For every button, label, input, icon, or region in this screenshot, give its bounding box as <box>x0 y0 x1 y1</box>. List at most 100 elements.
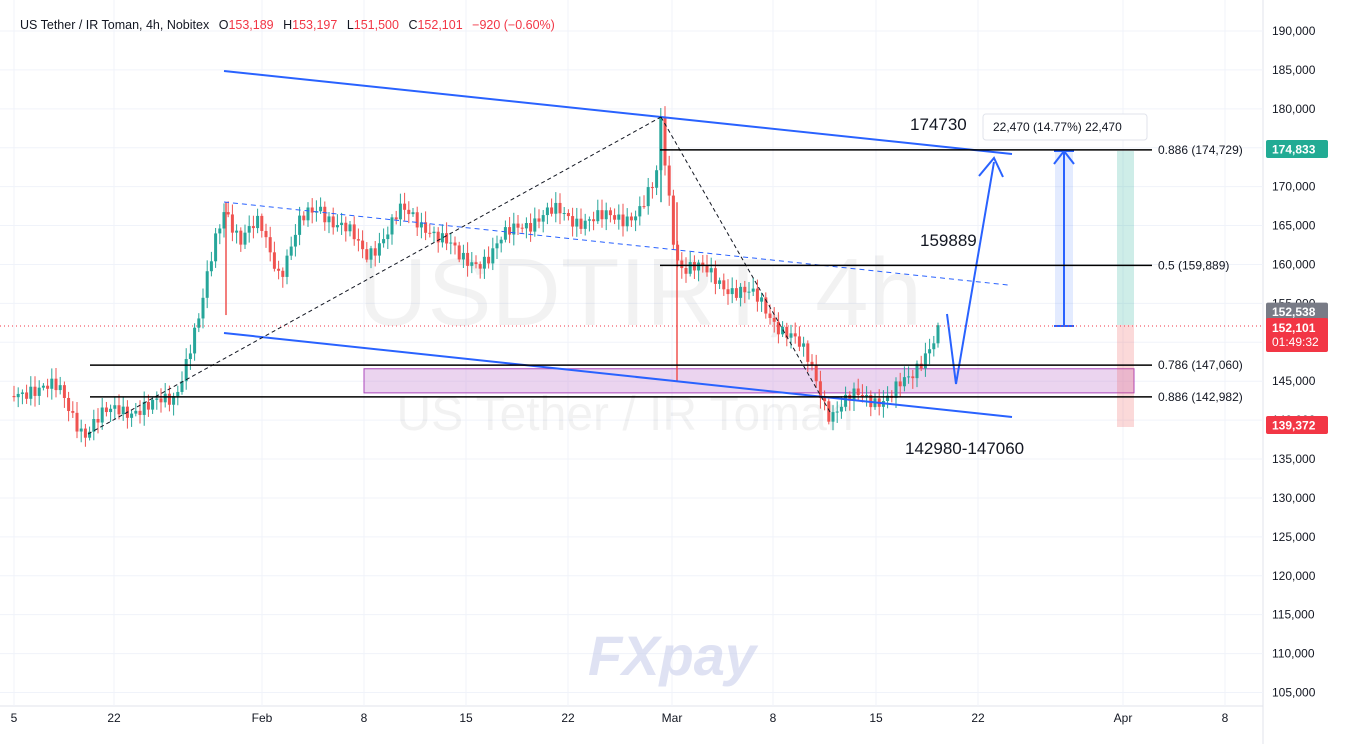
candle-body <box>596 210 600 222</box>
time-tick-label: 5 <box>11 711 18 725</box>
candle-body <box>478 264 482 269</box>
grid <box>0 0 1263 706</box>
candle-body <box>491 248 495 264</box>
candle-body <box>911 376 915 379</box>
candle-body <box>688 262 692 274</box>
symbol-title[interactable]: US Tether / IR Toman, 4h, Nobitex <box>20 18 210 32</box>
candle-body <box>844 394 848 407</box>
candle-body <box>440 233 444 243</box>
candle-body <box>256 215 260 229</box>
candle-body <box>239 230 243 245</box>
price-tick-label: 180,000 <box>1272 102 1316 116</box>
candle-body <box>755 288 759 302</box>
candle-body <box>764 297 768 314</box>
candle-body <box>340 222 344 226</box>
watermark: USDTIRT, 4h US Tether / IR Toman FXpay <box>358 239 922 687</box>
upper-channel-line <box>223 70 1013 155</box>
candle-body <box>554 202 558 214</box>
candle-body <box>592 219 596 222</box>
candle-body <box>583 220 587 229</box>
candle-body <box>188 353 192 360</box>
candle-body <box>167 393 171 405</box>
candle-body <box>407 209 411 215</box>
close-value: 152,101 <box>417 18 463 32</box>
candle-body <box>487 256 491 264</box>
candle-body <box>810 361 814 366</box>
candle-body <box>613 215 617 220</box>
change-value: −920 (−0.60%) <box>472 18 555 32</box>
candle-body <box>495 243 499 249</box>
candle-body <box>310 207 314 213</box>
time-tick-label: 15 <box>459 711 473 725</box>
candle-body <box>424 222 428 233</box>
candle-body <box>142 401 146 415</box>
candle-body <box>692 262 696 271</box>
candle-body <box>575 218 579 227</box>
price-tick-label: 105,000 <box>1272 686 1316 700</box>
candle-body <box>319 206 323 212</box>
projection-arrow <box>946 161 995 385</box>
candle-body <box>932 343 936 350</box>
candle-body <box>306 207 310 221</box>
time-tick-label: Feb <box>252 711 273 725</box>
fxpay-logo: FXpay <box>588 624 759 687</box>
mid-annotation: 159889 <box>920 231 977 250</box>
candle-body <box>537 218 541 222</box>
candle-body <box>936 325 940 344</box>
time-tick-label: Mar <box>662 711 683 725</box>
time-tick-label: 22 <box>107 711 121 725</box>
price-tick-label: 125,000 <box>1272 530 1316 544</box>
candle-body <box>176 391 180 397</box>
candle-body <box>713 268 717 284</box>
candle-body <box>646 187 650 207</box>
candle-body <box>33 386 37 396</box>
candle-body <box>839 406 843 412</box>
fib-label: 0.786 (147,060) <box>1158 358 1243 372</box>
candle-body <box>382 239 386 244</box>
candle-body <box>667 165 671 196</box>
candle-body <box>281 270 285 277</box>
price-tick-label: 120,000 <box>1272 569 1316 583</box>
candle-body <box>718 280 722 284</box>
candle-body <box>797 336 801 347</box>
price-axis[interactable]: 190,000185,000180,000175,000170,000165,0… <box>1272 24 1316 700</box>
candle-body <box>344 222 348 232</box>
price-tick-label: 135,000 <box>1272 452 1316 466</box>
time-axis[interactable]: 5 22 Feb 8 15 22 Mar 8 15 22 Apr 8 <box>11 711 1229 725</box>
candle-body <box>638 206 642 217</box>
candle-body <box>524 223 528 229</box>
candle-body <box>705 265 709 273</box>
candle-body <box>46 385 50 389</box>
candle-body <box>566 212 570 217</box>
candle-body <box>722 280 726 290</box>
candle-body <box>734 288 738 298</box>
candle-body <box>806 343 810 362</box>
fib-label: 0.886 (142,982) <box>1158 390 1243 404</box>
measure-arrowhead <box>1053 149 1075 165</box>
candle-body <box>260 215 264 231</box>
candle-body <box>394 217 398 220</box>
time-tick-label: 8 <box>361 711 368 725</box>
ohlc-header: US Tether / IR Toman, 4h, Nobitex O153,1… <box>20 18 555 32</box>
candle-body <box>117 405 121 415</box>
price-tick-label: 130,000 <box>1272 491 1316 505</box>
candle-body <box>503 227 507 240</box>
price-tick-label: 185,000 <box>1272 63 1316 77</box>
candle-body <box>121 406 125 415</box>
candle-body <box>445 233 449 244</box>
candle-body <box>25 392 29 399</box>
candle-body <box>109 408 113 413</box>
candle-body <box>285 255 289 277</box>
candle-body <box>293 234 297 247</box>
price-tick-label: 170,000 <box>1272 180 1316 194</box>
candle-body <box>541 215 545 222</box>
candle-body <box>415 212 419 228</box>
candle-body <box>298 215 302 235</box>
candle-body <box>12 395 16 398</box>
target-price-tag: 174,833 <box>1272 143 1316 157</box>
candle-body <box>781 326 785 335</box>
candle-body <box>67 397 71 412</box>
